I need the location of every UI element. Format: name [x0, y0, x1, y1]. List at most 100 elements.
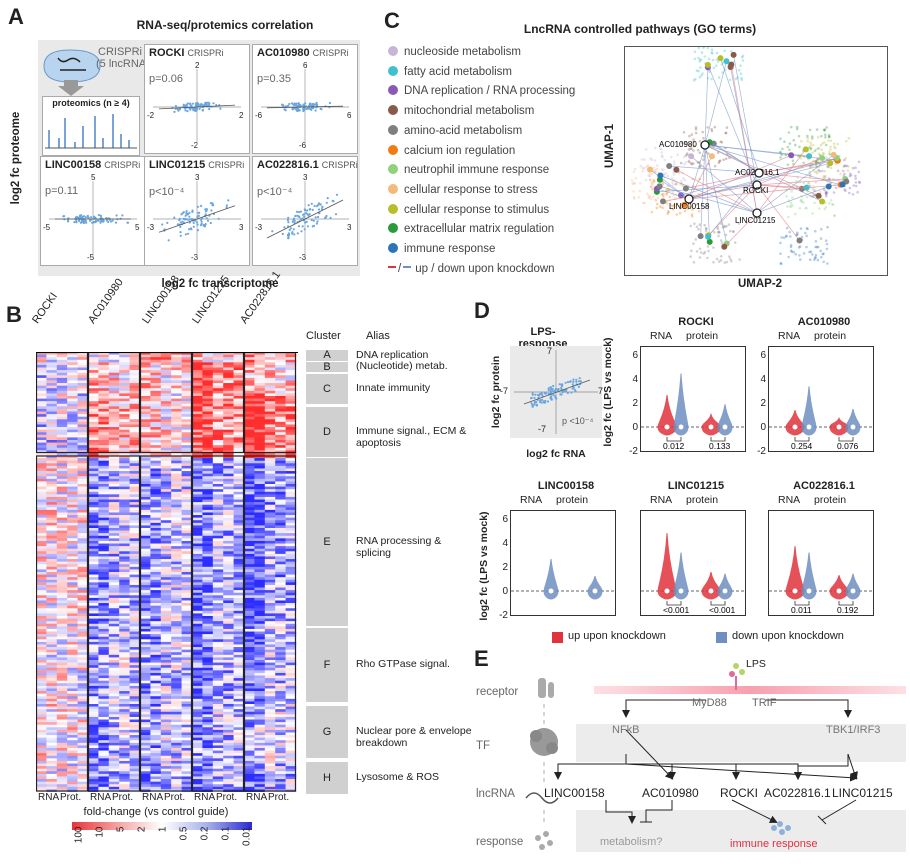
- umap-node-label: LINC00158: [669, 202, 710, 211]
- heatmap-cell: [88, 465, 99, 469]
- heatmap-cell: [285, 478, 297, 482]
- heatmap-cell: [192, 760, 203, 764]
- heatmap-cell: [212, 572, 224, 575]
- heatmap-cell: [275, 362, 286, 366]
- heatmap-cell: [140, 494, 151, 498]
- heatmap-cell: [129, 704, 141, 707]
- heatmap-cell: [285, 548, 297, 552]
- heatmap-cell: [254, 538, 265, 542]
- heatmap-cell: [67, 613, 78, 617]
- heatmap-cell: [233, 478, 245, 482]
- umap-point: [790, 204, 794, 207]
- heatmap-cell: [77, 722, 89, 726]
- umap-point: [825, 194, 828, 198]
- heatmap-cell: [98, 504, 109, 508]
- heatmap-cell: [36, 452, 47, 456]
- heatmap-cell: [244, 574, 255, 578]
- heatmap-cell: [98, 447, 109, 451]
- heatmap-cell: [56, 652, 68, 656]
- heatmap-cell: [77, 621, 89, 625]
- heatmap-cell: [67, 582, 78, 586]
- heatmap-cell: [119, 732, 130, 736]
- heatmap-cell: [140, 763, 151, 767]
- heatmap-cell: [160, 491, 172, 495]
- umap-point: [642, 167, 646, 170]
- heatmap-cell: [56, 383, 68, 386]
- heatmap-cell: [275, 553, 286, 557]
- heatmap-cell: [254, 489, 265, 493]
- umap-point: [689, 255, 692, 258]
- heatmap-cell: [244, 711, 255, 715]
- heatmap-cell: [181, 354, 193, 358]
- umap-point: [670, 204, 674, 207]
- heatmap-cell: [181, 427, 193, 430]
- heatmap-cell: [192, 693, 203, 697]
- heatmap-cell: [160, 548, 172, 552]
- heatmap-cell: [192, 489, 203, 493]
- heatmap-cell: [108, 577, 120, 581]
- heatmap-cell: [181, 600, 193, 604]
- heatmap-cell: [192, 698, 203, 702]
- heatmap-cell: [36, 566, 47, 570]
- umap-point: [811, 187, 814, 191]
- heatmap-cell: [171, 535, 182, 539]
- heatmap-cell: [119, 484, 130, 487]
- heatmap-cell: [36, 367, 47, 371]
- heatmap-cell: [129, 616, 141, 619]
- heatmap-cell: [98, 626, 109, 630]
- go-term-2: fatty acid metabolism: [388, 65, 512, 78]
- heatmap-cell: [129, 685, 141, 689]
- heatmap-cell: [181, 543, 193, 547]
- heatmap-cell: [140, 364, 151, 368]
- heatmap-cell: [88, 427, 99, 430]
- heatmap-cell: [233, 481, 245, 485]
- heatmap-cell: [150, 367, 161, 371]
- heatmap-cell: [171, 623, 182, 627]
- heatmap-cell: [88, 463, 99, 467]
- heatmap-cell: [192, 610, 203, 614]
- heatmap-cell: [140, 416, 151, 420]
- umap-point: [672, 171, 675, 174]
- heatmap-cell: [56, 484, 68, 487]
- heatmap-cell: [202, 385, 213, 389]
- heatmap-cell: [244, 512, 255, 516]
- heatmap-cell: [254, 393, 265, 397]
- heatmap-cell: [46, 393, 57, 397]
- heatmap-cell: [98, 512, 109, 516]
- heatmap-cell: [77, 662, 89, 666]
- heatmap-cell: [285, 667, 297, 671]
- heatmap-cell: [140, 636, 151, 640]
- umap-point: [827, 133, 831, 137]
- heatmap-cell: [212, 763, 224, 767]
- heatmap-cell: [181, 711, 193, 715]
- heatmap-cell: [36, 616, 47, 619]
- heatmap-cell: [119, 352, 130, 355]
- heatmap-cell: [77, 489, 89, 493]
- heatmap-cell: [108, 471, 120, 474]
- heatmap-cell: [46, 440, 57, 443]
- heatmap-cell: [202, 496, 213, 500]
- heatmap-cell: [46, 548, 57, 552]
- heatmap-cell: [150, 771, 161, 775]
- heatmap-cell: [36, 359, 47, 363]
- heatmap-cell: [160, 628, 172, 632]
- heatmap-cell: [119, 414, 130, 418]
- heatmap-cell: [77, 535, 89, 539]
- heatmap-cell: [88, 408, 99, 412]
- heatmap-cell: [67, 654, 78, 658]
- heatmap-cell: [223, 419, 234, 423]
- heatmap-cell: [56, 745, 68, 749]
- heatmap-cell: [67, 411, 78, 415]
- heatmap-cell: [285, 714, 297, 718]
- heatmap-cell: [36, 504, 47, 508]
- umap-point: [786, 205, 789, 208]
- heatmap-cell: [150, 383, 161, 386]
- heatmap-cell: [212, 427, 224, 430]
- heatmap-cell: [171, 385, 182, 389]
- heatmap-cell: [275, 427, 286, 430]
- heatmap-cell: [192, 460, 203, 464]
- heatmap-cell: [119, 388, 130, 392]
- heatmap-cell: [212, 735, 224, 738]
- heatmap-cell: [233, 408, 245, 412]
- umap-point: [710, 129, 714, 133]
